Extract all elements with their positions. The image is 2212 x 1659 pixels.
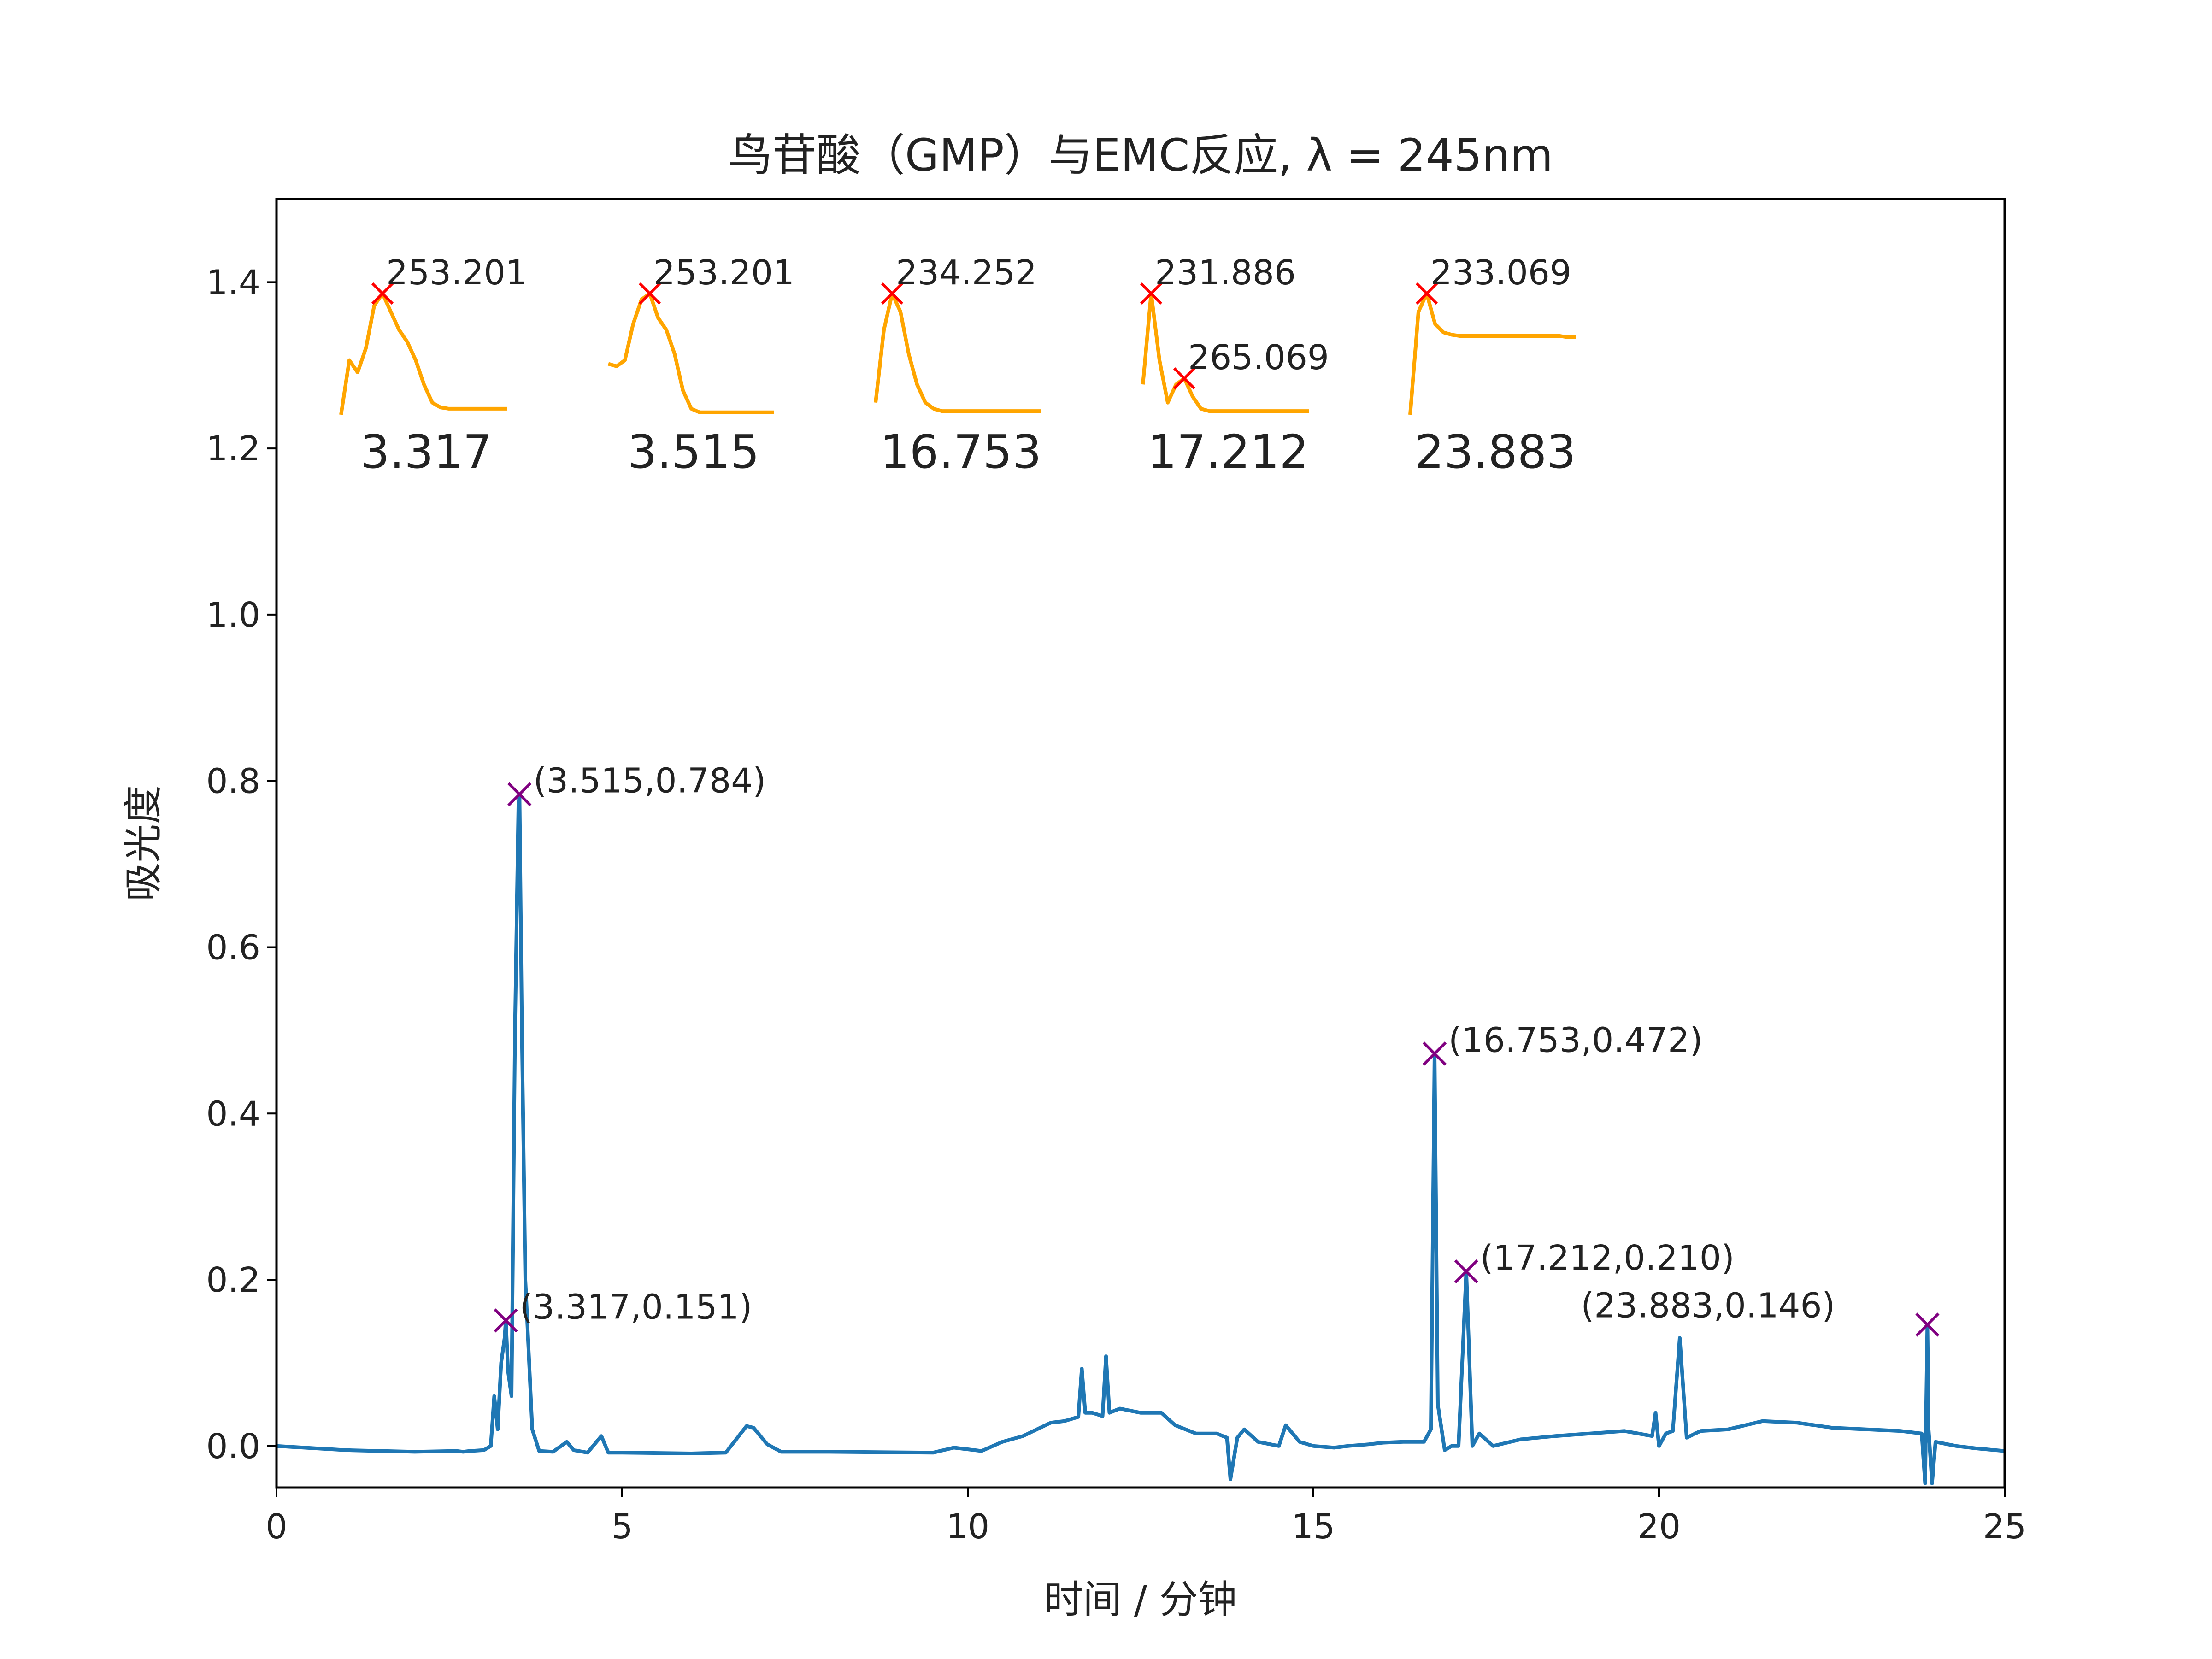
y-tick-label: 0.2 [206,1260,260,1300]
x-tick-label: 25 [1983,1507,2026,1547]
spectrum-time-label: 23.883 [1415,425,1576,479]
peak-marker [507,782,532,806]
peak-label: (23.883,0.146) [1581,1286,1835,1325]
peak-marker [494,1308,518,1333]
chromatogram-line [276,792,2005,1485]
spectrum-peak-marker [1415,282,1438,305]
plot-frame [275,198,2006,1489]
spectrum-line [339,292,507,415]
spectrum-peak-marker [1140,282,1163,305]
peak-marker [1454,1259,1478,1284]
spectrum-peak-label: 265.069 [1188,338,1329,377]
plot-area: 0 5 10 15 20 25 0.0 0.2 0.4 0.6 0.8 1.0 1.2 1.4 (3.317… [206,253,2026,1547]
spectrum-peak-marker [371,282,394,305]
y-axis-label: 吸光度 [121,785,166,901]
spectrum-line [607,292,774,414]
x-tick-label: 10 [946,1507,989,1547]
y-tick-label: 0.8 [206,762,260,801]
x-tick-label: 20 [1637,1507,1681,1547]
peak-label: (3.515,0.784) [533,761,766,801]
spectrum-peak-label: 231.886 [1155,253,1296,293]
spectrum-peak-label: 234.252 [896,253,1037,293]
peak-label: (16.753,0.472) [1448,1020,1703,1060]
spectrum-line [1141,292,1309,413]
y-tick-label: 1.4 [206,263,260,302]
y-tick-label: 1.2 [206,429,260,469]
spectrum-peak-marker [1173,367,1196,390]
spectrum-time-label: 3.317 [360,425,492,479]
spectrum-time-label: 3.515 [628,425,759,479]
x-axis-label: 时间 / 分钟 [1044,1577,1237,1622]
spectrum-time-label: 16.753 [880,425,1041,479]
peak-label: (3.317,0.151) [520,1287,753,1327]
peak-marker [1915,1312,1940,1337]
spectrum-line [1408,292,1576,415]
x-tick-label: 0 [265,1507,287,1547]
spectrum-line [874,292,1041,413]
spectrum-peak-label: 233.069 [1430,253,1571,293]
peak-marker [1422,1041,1447,1066]
spectrum-peak-marker [881,282,904,305]
spectrum-peak-marker [638,282,661,305]
y-tick-label: 0.6 [206,928,260,967]
spectrum-peak-label: 253.201 [653,253,794,293]
spectrum-peak-label: 253.201 [386,253,527,293]
y-tick-label: 0.0 [206,1427,260,1466]
peak-label: (17.212,0.210) [1480,1238,1735,1278]
x-tick-label: 5 [611,1507,633,1547]
y-tick-label: 0.4 [206,1094,260,1134]
x-tick-label: 15 [1292,1507,1335,1547]
spectrum-time-label: 17.212 [1147,425,1309,479]
y-tick-label: 1.0 [206,595,260,635]
chart-title: 鸟苷酸（GMP）与EMC反应, λ = 245nm [728,129,1553,181]
